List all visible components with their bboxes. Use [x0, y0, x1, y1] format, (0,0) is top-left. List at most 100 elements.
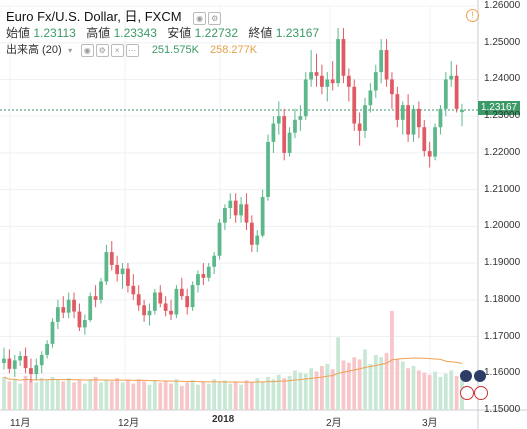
volume-bar — [66, 378, 71, 410]
candle-body — [260, 196, 265, 236]
candle-body — [320, 75, 324, 87]
symbol-title[interactable]: Euro Fx/U.S. Dollar, 日, FXCM — [6, 9, 182, 24]
volume-bar — [39, 378, 44, 410]
candle-body — [336, 39, 340, 84]
y-tick-label: 1.25000 — [484, 36, 521, 48]
y-tick-label: 1.21000 — [484, 183, 521, 195]
volume-bar — [88, 379, 93, 410]
volume-bar — [249, 382, 254, 410]
eye-icon[interactable]: ◉ — [193, 12, 207, 26]
candle-body — [190, 285, 195, 308]
close-label: 終値 — [248, 26, 273, 40]
volume-bar — [427, 374, 432, 410]
candle-body — [142, 305, 146, 316]
y-tick-label: 1.17000 — [484, 330, 521, 342]
event-marker-2[interactable] — [474, 370, 486, 382]
volume-bar — [99, 382, 103, 410]
volume-bar — [260, 381, 265, 410]
candle-body — [346, 75, 351, 87]
volume-bar — [50, 377, 55, 410]
alert-icon[interactable]: ! — [466, 9, 479, 22]
low-value: 1.22732 — [194, 26, 239, 40]
volume-bar — [104, 380, 109, 410]
candle-body — [29, 368, 33, 375]
y-tick-label: 1.18000 — [484, 293, 521, 305]
volume-bar — [34, 382, 39, 410]
candle-body — [390, 79, 394, 95]
y-tick-label: 1.16000 — [484, 367, 521, 379]
volume-bar — [93, 377, 98, 410]
candle-body — [325, 79, 330, 87]
candle-body — [449, 75, 454, 80]
volume-bar — [196, 384, 200, 410]
event-marker-3[interactable] — [460, 386, 474, 400]
volume-bar — [400, 361, 405, 410]
y-tick-label: 1.15000 — [484, 404, 521, 415]
chart-header: Euro Fx/U.S. Dollar, 日, FXCM ◉ ⚙ — [6, 6, 223, 26]
volume-bar — [23, 375, 28, 410]
volume-bar — [158, 382, 163, 410]
candle-body — [400, 105, 405, 120]
volume-bar — [29, 380, 33, 410]
volume-bar — [433, 371, 437, 410]
volume-bar — [357, 359, 362, 410]
event-marker-1[interactable] — [460, 370, 472, 382]
settings-icon[interactable]: ⚙ — [95, 43, 109, 57]
candle-body — [217, 222, 222, 256]
candle-body — [23, 356, 28, 369]
x-tick-label: 11月 — [10, 418, 31, 429]
candle-body — [363, 105, 367, 131]
y-tick-label: 1.24000 — [484, 73, 521, 85]
candle-body — [99, 281, 103, 300]
volume-bar — [212, 379, 217, 410]
volume-bar — [384, 352, 389, 410]
volume-label[interactable]: 出来高 (20) — [6, 44, 62, 56]
eye-icon[interactable]: ◉ — [80, 43, 94, 57]
candle-body — [309, 72, 314, 80]
candle-body — [454, 75, 459, 109]
volume-bar — [320, 366, 324, 410]
open-label: 始値 — [6, 26, 31, 40]
settings-icon[interactable]: ⚙ — [208, 12, 222, 26]
volume-bar — [293, 370, 297, 410]
high-value: 1.23343 — [113, 26, 157, 40]
volume-bar — [454, 375, 459, 410]
volume-bar — [126, 380, 130, 410]
volume-bar — [298, 372, 303, 410]
candle-body — [201, 274, 206, 278]
candle-body — [433, 127, 437, 157]
volume-bar — [55, 379, 60, 410]
volume-bar — [309, 368, 314, 410]
candle-body — [196, 274, 200, 286]
candle-body — [136, 294, 141, 306]
more-icon[interactable]: ⋯ — [125, 43, 139, 57]
candle-body — [66, 299, 71, 313]
candle-body — [303, 79, 308, 117]
volume-bar — [179, 385, 184, 410]
candle-body — [244, 204, 249, 223]
close-icon[interactable]: × — [110, 43, 124, 57]
chevron-down-icon[interactable]: ▾ — [68, 45, 73, 55]
volume-bar — [169, 383, 173, 410]
candle-body — [379, 50, 384, 73]
candle-body — [341, 39, 346, 76]
volume-bar — [325, 363, 330, 410]
volume-bar — [411, 366, 416, 410]
candle-body — [206, 266, 211, 278]
candle-body — [330, 79, 335, 84]
low-label: 安値 — [167, 26, 192, 40]
candle-body — [77, 311, 82, 328]
candle-body — [115, 264, 120, 275]
volume-bar — [45, 380, 49, 410]
x-tick-label: 2月 — [326, 418, 342, 429]
volume-bar — [363, 349, 367, 410]
y-tick-label: 1.20000 — [484, 220, 521, 232]
volume-bar — [303, 373, 308, 410]
volume-bar — [352, 357, 357, 410]
candle-body — [282, 116, 287, 153]
candle-body — [357, 123, 362, 131]
close-value: 1.23167 — [275, 26, 320, 40]
volume-bar — [395, 359, 400, 410]
event-marker-4[interactable] — [474, 386, 488, 400]
